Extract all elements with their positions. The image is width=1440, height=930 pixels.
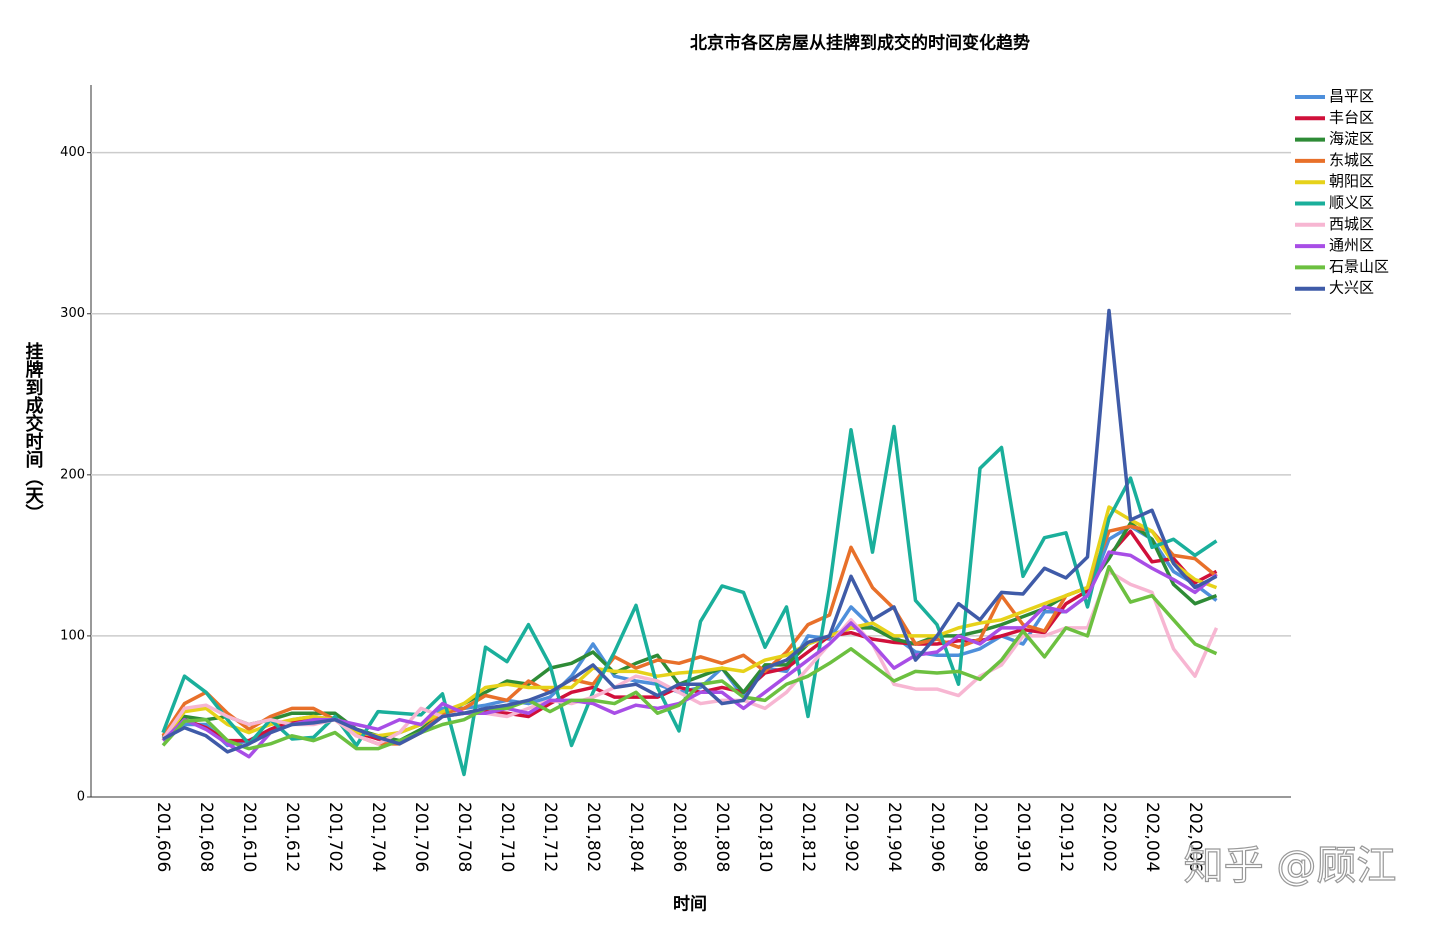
series-line bbox=[161, 550, 1218, 759]
watermark: 知乎 @顾江 bbox=[1184, 843, 1397, 889]
legend-label: 通州区 bbox=[1329, 236, 1374, 254]
legend-label: 海淀区 bbox=[1329, 130, 1374, 148]
x-tick-label: 201,702 bbox=[325, 802, 345, 872]
x-axis-title: 时间 bbox=[673, 894, 707, 915]
x-tick-label: 201,712 bbox=[540, 802, 560, 872]
series-line bbox=[162, 308, 1218, 754]
x-tick-label: 201,808 bbox=[712, 802, 732, 872]
legend-label: 西城区 bbox=[1329, 215, 1374, 233]
x-tick-label: 201,708 bbox=[454, 802, 474, 872]
x-tick-label: 201,608 bbox=[196, 802, 216, 872]
legend-label: 东城区 bbox=[1329, 151, 1374, 169]
x-tick-label: 201,912 bbox=[1056, 802, 1076, 872]
x-tick-label: 201,706 bbox=[411, 802, 431, 872]
x-tick-label: 201,610 bbox=[239, 802, 259, 872]
legend-label: 丰台区 bbox=[1329, 108, 1374, 126]
x-tick-label: 202,002 bbox=[1099, 802, 1119, 872]
x-tick-label: 201,906 bbox=[927, 802, 947, 872]
y-tick-label: 300 bbox=[60, 306, 85, 321]
series-line bbox=[161, 564, 1218, 751]
x-tick-label: 202,004 bbox=[1142, 802, 1162, 872]
x-tick-label: 202,006 bbox=[1185, 802, 1205, 872]
y-axis-title: 挂牌到成交时间（天） bbox=[23, 341, 44, 522]
x-tick-label: 201,804 bbox=[626, 802, 646, 872]
legend-label: 顺义区 bbox=[1329, 194, 1374, 212]
x-tick-label: 201,908 bbox=[970, 802, 990, 872]
x-tick-label: 201,806 bbox=[669, 802, 689, 872]
x-tick-label: 201,704 bbox=[368, 802, 388, 872]
y-tick-label: 0 bbox=[77, 790, 85, 805]
legend-label: 昌平区 bbox=[1329, 87, 1374, 105]
y-tick-label: 200 bbox=[60, 467, 85, 482]
chart-title: 北京市各区房屋从挂牌到成交的时间变化趋势 bbox=[690, 33, 1030, 54]
x-tick-label: 201,902 bbox=[841, 802, 861, 872]
legend-label: 石景山区 bbox=[1329, 257, 1389, 275]
legend-label: 朝阳区 bbox=[1329, 172, 1374, 190]
x-tick-label: 201,812 bbox=[798, 802, 818, 872]
x-tick-label: 201,904 bbox=[884, 802, 904, 872]
x-tick-label: 201,910 bbox=[1013, 802, 1033, 872]
y-tick-label: 400 bbox=[60, 145, 85, 160]
x-tick-label: 201,606 bbox=[153, 802, 173, 872]
x-tick-label: 201,802 bbox=[583, 802, 603, 872]
x-tick-label: 201,810 bbox=[755, 802, 775, 872]
y-tick-label: 100 bbox=[60, 628, 85, 643]
legend-label: 大兴区 bbox=[1329, 279, 1374, 297]
x-tick-label: 201,612 bbox=[282, 802, 302, 872]
x-tick-label: 201,710 bbox=[497, 802, 517, 872]
series-line bbox=[161, 505, 1218, 742]
